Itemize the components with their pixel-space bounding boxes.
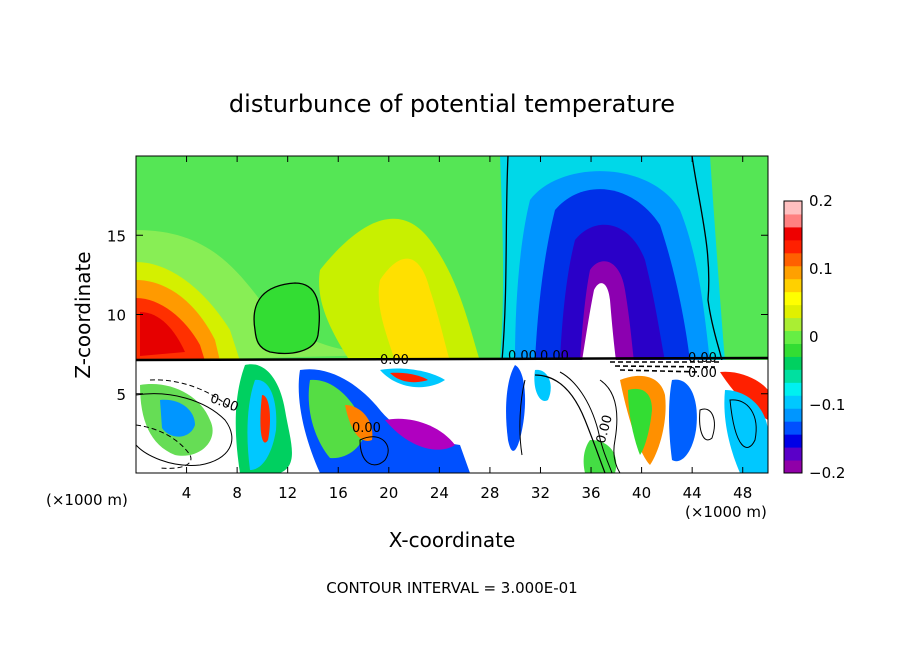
contour-labels: 0.00 0.00 0.00 0.00 0.00 0.00 0.00 0.00 <box>208 349 717 445</box>
colorbar-tick-label: −0.2 <box>809 464 845 482</box>
field-lower-cyan-7 <box>724 390 768 473</box>
colorbar-swatch <box>784 252 802 267</box>
x-unit-label-right: (×1000 m) <box>685 503 767 521</box>
field-lower-blue-1 <box>160 399 195 437</box>
colorbar-swatch <box>784 330 802 344</box>
contour-lower-3 <box>149 379 233 411</box>
x-tick-label: 32 <box>531 484 550 502</box>
field-cold-core-white <box>582 283 616 361</box>
x-tick-label: 48 <box>733 484 752 502</box>
field-red-core <box>140 312 185 356</box>
contour-label: 0.00 <box>594 413 616 445</box>
field-lower-magenta-3 <box>385 418 455 450</box>
contour-cell <box>253 282 321 355</box>
field-lower-green-8 <box>583 440 617 473</box>
contour-lower-8 <box>699 408 715 441</box>
contour-label: 0.00 <box>540 349 569 364</box>
y-axis: 5 10 15 <box>107 227 768 404</box>
x-tick-label: 8 <box>232 484 242 502</box>
contour-interface-dashes <box>610 361 720 373</box>
colorbar-swatch <box>784 213 802 228</box>
colorbar-swatch <box>784 291 802 306</box>
colorbar-swatch <box>784 265 802 280</box>
colorbar: 0.2 0.1 0 −0.1 −0.2 <box>783 192 845 482</box>
colorbar-swatch <box>784 434 802 448</box>
contour-label: 0.00 <box>352 421 381 436</box>
contour-label: 0.00 <box>688 351 717 366</box>
field-lower-red-4 <box>390 372 428 383</box>
x-tick-label: 16 <box>329 484 348 502</box>
colorbar-swatch <box>784 382 802 396</box>
contour-lower-2 <box>136 424 192 469</box>
contour-label: 0.00 <box>380 353 409 368</box>
contour-lower-10 <box>519 379 526 456</box>
x-axis-label: X-coordinate <box>389 528 516 552</box>
colorbar-swatch <box>784 278 802 293</box>
chart-title: disturbunce of potential temperature <box>229 90 675 118</box>
contour-label: 0.00 <box>688 366 717 381</box>
colorbar-swatch <box>784 369 802 383</box>
contour-lower-6 <box>559 371 613 473</box>
field-lower-cyan-5 <box>534 369 551 401</box>
contour-lower-7 <box>599 379 621 473</box>
colorbar-swatch <box>784 408 802 422</box>
y-tick-label: 15 <box>107 227 126 245</box>
contour-label: 0.00 <box>508 349 537 364</box>
field-lower-orange-3 <box>345 405 373 441</box>
colorbar-tick-label: 0 <box>809 328 819 346</box>
y-axis-label: Z-coordinate <box>71 251 95 378</box>
colorbar-swatch <box>784 317 802 332</box>
contour-lower-5 <box>534 374 606 473</box>
colorbar-frame <box>783 200 803 474</box>
x-axis: 4 8 12 16 20 24 28 32 36 40 44 48 <box>182 156 752 502</box>
colorbar-tick-label: 0.1 <box>809 260 833 278</box>
x-tick-label: 28 <box>480 484 499 502</box>
x-tick-label: 24 <box>430 484 449 502</box>
x-tick-label: 44 <box>683 484 702 502</box>
colorbar-swatch <box>784 343 802 357</box>
contour-interface <box>136 356 768 362</box>
colorbar-swatch <box>784 226 802 241</box>
field-lower-blue-6 <box>669 379 697 462</box>
x-tick-label: 12 <box>278 484 297 502</box>
contour-lower-9 <box>729 399 757 448</box>
x-tick-label: 20 <box>379 484 398 502</box>
field-lower-green-6 <box>628 388 652 455</box>
colorbar-swatch <box>784 356 802 370</box>
colorbar-swatch <box>784 447 802 461</box>
field-yellow-mid-core <box>378 258 450 361</box>
contour-interval-footer: CONTOUR INTERVAL = 3.000E-01 <box>326 579 577 597</box>
colorbar-tick-label: −0.1 <box>809 396 845 414</box>
colorbar-swatch <box>784 239 802 254</box>
contour-lower-1 <box>136 393 233 466</box>
contour-plume-right <box>691 156 723 362</box>
colorbar-swatch <box>784 460 802 474</box>
x-unit-label-left: (×1000 m) <box>46 491 128 509</box>
colorbar-tick-label: 0.2 <box>809 192 833 210</box>
colorbar-swatch <box>784 421 802 435</box>
contour-lower-4 <box>359 436 389 466</box>
y-tick-label: 10 <box>107 307 126 325</box>
plot-area <box>136 156 768 473</box>
colorbar-swatch <box>784 395 802 409</box>
x-tick-label: 40 <box>632 484 651 502</box>
contour-plume-left <box>501 156 509 362</box>
field-lower-red-2 <box>260 395 270 443</box>
y-tick-label: 5 <box>116 386 126 404</box>
x-tick-label: 36 <box>581 484 600 502</box>
x-tick-label: 4 <box>182 484 192 502</box>
colorbar-swatch <box>784 201 802 215</box>
colorbar-swatch <box>784 304 802 319</box>
field-lower-green-3 <box>308 379 365 459</box>
